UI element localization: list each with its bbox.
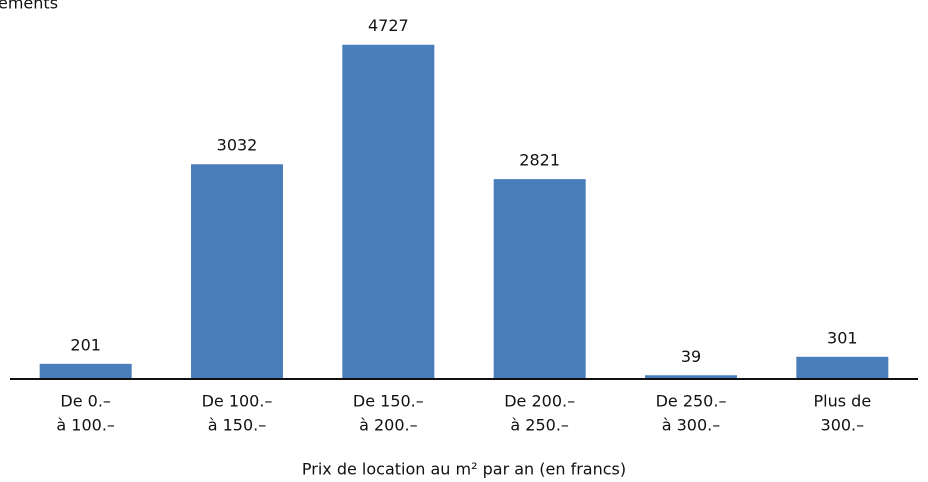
bar: [39, 363, 132, 378]
x-tick-label: De 200.–: [504, 392, 575, 411]
bar: [191, 164, 283, 378]
x-tick-label: à 250.–: [510, 416, 569, 435]
x-tick-label: à 100.–: [56, 416, 115, 435]
value-label: 3032: [217, 136, 258, 155]
x-tick-label: De 0.–: [60, 392, 111, 411]
x-tick-label: Plus de: [814, 392, 872, 411]
bar: [645, 375, 737, 378]
x-tick-label: De 250.–: [656, 392, 727, 411]
value-label: 4727: [368, 16, 409, 35]
value-label: 301: [827, 328, 858, 347]
bar: [342, 44, 435, 379]
bar: [796, 356, 889, 378]
value-label: 2821: [519, 151, 560, 170]
bar: [493, 179, 586, 378]
chart-title: ements: [0, 0, 58, 13]
value-label: 201: [70, 335, 101, 354]
x-tick-label: à 150.–: [208, 416, 267, 435]
x-tick-label: 300.–: [821, 416, 865, 435]
value-label: 39: [681, 347, 701, 366]
x-tick-label: à 200.–: [359, 416, 418, 435]
x-tick-label: à 300.–: [662, 416, 721, 435]
x-tick-label: De 150.–: [353, 392, 424, 411]
x-tick-label: De 100.–: [202, 392, 273, 411]
x-axis-label: Prix de location au m² par an (en francs…: [302, 460, 626, 479]
